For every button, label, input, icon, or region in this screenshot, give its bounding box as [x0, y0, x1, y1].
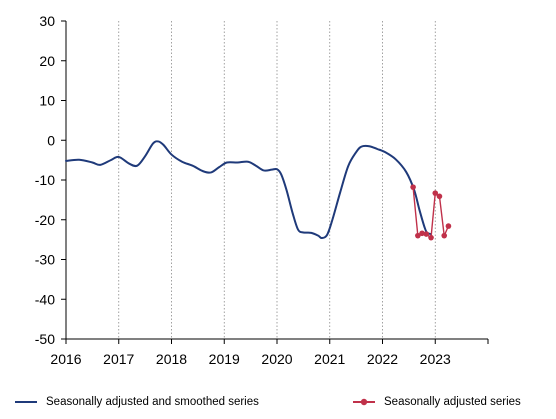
series-line-adjusted: [412, 187, 450, 239]
x-tick-label: 2016: [50, 351, 81, 367]
legend-label-smoothed: Seasonally adjusted and smoothed series: [46, 396, 259, 408]
series-point-adjusted: [445, 223, 452, 229]
x-tick-label: 2019: [209, 351, 240, 367]
legend-swatch-smoothed: [15, 401, 37, 403]
y-tick-label: -40: [35, 291, 55, 307]
series-point-adjusted: [436, 193, 443, 200]
y-tick-label: 30: [39, 13, 55, 29]
legend-item-adjusted: Seasonally adjusted series: [352, 396, 521, 408]
x-tick-label: 2018: [156, 351, 187, 367]
y-tick-label: 0: [47, 132, 55, 148]
legend-item-smoothed: Seasonally adjusted and smoothed series: [14, 396, 259, 408]
series-point-adjusted: [441, 232, 448, 239]
legend-label-adjusted: Seasonally adjusted series: [384, 396, 521, 408]
series-point-adjusted: [423, 231, 430, 237]
x-tick-label: 2020: [261, 351, 292, 367]
legend-swatch-adjusted: [353, 398, 375, 406]
y-tick-label: 20: [39, 53, 55, 69]
y-tick-label: 10: [39, 93, 55, 109]
x-tick-label: 2017: [103, 351, 134, 367]
x-tick-label: 2021: [314, 351, 345, 367]
series-line-smoothed: [65, 140, 433, 240]
series-point-adjusted: [419, 230, 425, 237]
y-axis-ticks: -50 -40 -30 -20 -10 0 10 20 30: [35, 13, 66, 347]
x-tick-label: 2023: [420, 351, 451, 367]
y-tick-label: -50: [35, 331, 55, 347]
x-tick-label: 2022: [367, 351, 398, 367]
y-tick-label: -30: [35, 252, 55, 268]
series-lines: [65, 140, 452, 241]
y-tick-label: -10: [35, 172, 55, 188]
x-axis-ticks: 2016 2017 2018 2019 2020 2021 2022 2023: [50, 339, 489, 367]
series-point-adjusted: [428, 234, 434, 241]
y-tick-label: -20: [35, 212, 55, 228]
series-point-adjusted: [410, 184, 416, 190]
series-point-adjusted: [432, 190, 439, 196]
series-point-adjusted: [415, 232, 421, 239]
gridlines: [118, 21, 436, 339]
